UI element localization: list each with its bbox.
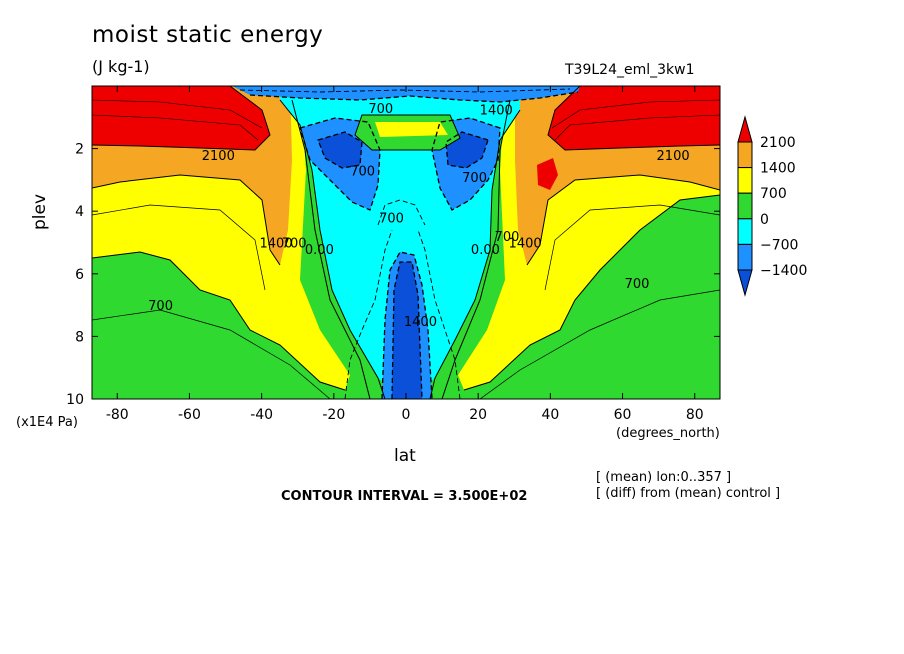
- contour-line: [547, 86, 720, 151]
- contour-line: [526, 174, 720, 266]
- contour-interval-text: CONTOUR INTERVAL = 3.500E+02: [281, 489, 528, 504]
- chart-title: moist static energy: [92, 22, 324, 48]
- x-axis-unit-label: (degrees_north): [616, 426, 720, 441]
- dashed-contour: [299, 117, 381, 211]
- colorbar-level-label: −1400: [760, 263, 807, 279]
- contour-label: 2100: [202, 149, 235, 164]
- colorbar-bin: [737, 192, 753, 220]
- contour-label: 0.00: [305, 243, 334, 258]
- fill-red-west: [92, 86, 270, 150]
- diff-note: [ (diff) from (mean) control ]: [596, 486, 781, 501]
- y-tick-label: 10: [66, 392, 84, 408]
- contour-label: 700: [462, 171, 487, 186]
- contour-label: 1400: [480, 103, 513, 118]
- x-tick-label: -60: [178, 407, 201, 423]
- dashed-contour: [377, 199, 426, 226]
- negative-contours: [239, 88, 579, 399]
- contour-line: [92, 204, 266, 291]
- contour-label: 0.00: [471, 243, 500, 258]
- colorbar-bin: [737, 243, 753, 271]
- contour-line: [463, 194, 720, 391]
- contour-line: [92, 309, 331, 399]
- contour-line: [441, 99, 511, 399]
- dashed-contour: [249, 91, 579, 103]
- contour-line: [544, 204, 720, 291]
- colorbar-bin: [737, 218, 753, 245]
- contour-lines: [92, 86, 720, 399]
- x-tick-label: 40: [541, 407, 559, 423]
- fill-red-blob-east: [537, 158, 558, 190]
- fill-darkblue-west-cell: [318, 132, 362, 168]
- contour-line: [551, 99, 720, 129]
- y-tick-label: 6: [75, 267, 84, 283]
- x-axis-ticks: -80 -60 -40 -20 0 20 40 60 80: [106, 86, 704, 423]
- contour-line: [92, 99, 263, 129]
- fill-darkblue-east-cell: [446, 132, 488, 168]
- contour-line: [92, 251, 346, 391]
- y-tick-label: 8: [75, 329, 84, 345]
- colorbar-bin: [737, 141, 753, 169]
- contour-label: 700: [282, 237, 307, 252]
- x-tick-label: 60: [614, 407, 632, 423]
- colorbar-cap-bottom: [737, 269, 753, 297]
- contour-line: [92, 174, 281, 266]
- dashed-contour: [317, 131, 363, 169]
- contour-label: 1400: [260, 237, 293, 252]
- mean-note: [ (mean) lon:0..357 ]: [596, 470, 732, 485]
- contour-line: [291, 99, 371, 399]
- x-axis-label: lat: [394, 446, 416, 466]
- colorbar-level-label: 1400: [760, 161, 796, 177]
- x-tick-label: -80: [106, 407, 129, 423]
- fill-red-east: [548, 86, 720, 150]
- contour-line: [279, 99, 386, 399]
- x-tick-label: -20: [322, 407, 345, 423]
- contour-fills: [92, 86, 720, 399]
- contour-line: [92, 86, 271, 151]
- contour-line: [92, 114, 259, 141]
- contour-line: [554, 114, 720, 141]
- fill-yellow-pocket-west: [318, 364, 345, 385]
- y-axis-unit-label: (x1E4 Pa): [16, 415, 78, 430]
- run-name: T39L24_eml_3kw1: [565, 62, 695, 78]
- contour-label: 700: [368, 102, 393, 117]
- contour-label: 700: [148, 299, 173, 314]
- dashed-contour: [445, 131, 489, 169]
- colorbar-level-label: 700: [760, 186, 787, 202]
- y-tick-label: 4: [75, 204, 84, 220]
- fill-darkblue-column: [392, 262, 422, 399]
- colorbar-level-label: −700: [760, 237, 798, 253]
- dashed-contour: [417, 229, 461, 399]
- dashed-contour: [344, 229, 393, 399]
- chart-units: (J kg-1): [92, 57, 150, 76]
- fill-yellow-pocket-east: [470, 362, 490, 382]
- contour-label: 700: [350, 165, 375, 180]
- contour-line: [354, 114, 461, 151]
- contour-label: 1400: [509, 237, 542, 252]
- colorbar-cap-top: [737, 115, 753, 143]
- colorbar: 2100 1400 700 0 −700 −1400: [737, 115, 807, 297]
- y-tick-label: 2: [75, 142, 84, 158]
- contour-label: 700: [495, 230, 520, 245]
- contour-label: 700: [379, 211, 404, 226]
- dashed-contour: [381, 251, 433, 399]
- x-tick-label: 80: [686, 407, 704, 423]
- colorbar-level-label: 2100: [760, 135, 796, 151]
- colorbar-bin: [737, 167, 753, 194]
- x-tick-label: -40: [250, 407, 273, 423]
- contour-line: [479, 289, 720, 399]
- x-tick-label: 0: [402, 407, 411, 423]
- dashed-contour: [391, 261, 423, 399]
- contour-label: 700: [625, 277, 650, 292]
- dashed-contour: [239, 88, 571, 93]
- colorbar-level-label: 0: [760, 212, 769, 228]
- contour-label: 2100: [657, 149, 690, 164]
- x-tick-label: 20: [469, 407, 487, 423]
- fill-yellow-top-center: [375, 122, 448, 137]
- fill-blue-top: [232, 86, 580, 102]
- contour-labels: 2100 210014007000.0070070014007000.007001…: [148, 102, 690, 330]
- contour-label: 1400: [404, 315, 437, 330]
- y-axis-ticks: 2 4 6 8 10: [66, 142, 720, 408]
